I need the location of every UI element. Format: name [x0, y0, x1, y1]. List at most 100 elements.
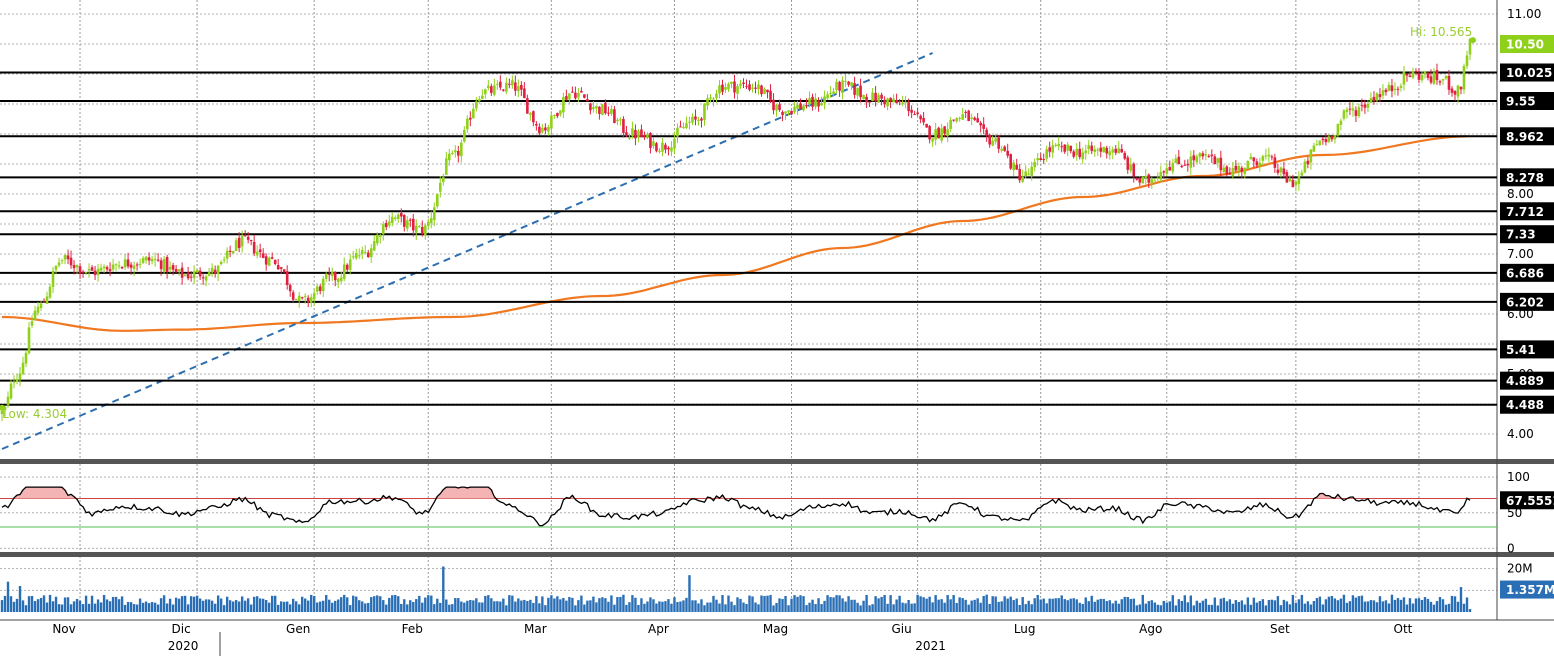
month-label-9: Ago — [1139, 622, 1162, 636]
candle-body-110 — [330, 271, 334, 277]
volume-bar-446 — [1339, 598, 1343, 612]
volume-bar-257 — [772, 605, 775, 612]
candle-body-336 — [1009, 154, 1012, 169]
candle-body-289 — [868, 101, 871, 103]
price-tick-0: 11.00 — [1507, 7, 1541, 21]
candle-body-37 — [111, 264, 115, 270]
candle-body-467 — [1402, 71, 1406, 85]
volume-bar-342 — [1027, 600, 1030, 612]
rsi-line — [1, 486, 1471, 527]
candle-body-54 — [162, 258, 166, 272]
volume-bar-453 — [1360, 595, 1364, 612]
candle-body-294 — [883, 99, 886, 105]
volume-bar-293 — [880, 596, 883, 612]
candle-body-149 — [448, 153, 451, 161]
candle-body-313 — [940, 128, 943, 141]
candle-body-268 — [805, 104, 808, 107]
volume-bar-156 — [469, 599, 472, 612]
candle-body-107 — [321, 278, 325, 292]
candle-body-221 — [664, 144, 667, 150]
candle-body-298 — [895, 100, 898, 104]
candle-body-159 — [478, 99, 481, 102]
volume-bar-3 — [9, 596, 13, 612]
candle-body-366 — [1099, 147, 1103, 152]
volume-bar-471 — [1414, 598, 1418, 612]
volume-bar-222 — [667, 599, 670, 612]
volume-bar-227 — [682, 600, 685, 612]
candle-body-422 — [1267, 154, 1271, 157]
candle-body-98 — [294, 299, 298, 301]
volume-bar-103 — [310, 594, 313, 612]
volume-bar-322 — [967, 604, 970, 612]
volume-bar-315 — [946, 595, 949, 612]
candle-body-257 — [772, 99, 775, 111]
volume-bar-214 — [643, 603, 646, 612]
candle-body-283 — [850, 82, 853, 87]
volume-bar-321 — [964, 599, 967, 612]
level-label-10-text: 4.488 — [1506, 398, 1544, 412]
candle-body-75 — [225, 250, 229, 259]
candle-body-97 — [291, 292, 295, 300]
volume-bar-383 — [1150, 600, 1153, 612]
volume-bar-440 — [1321, 604, 1325, 612]
candle-body-279 — [838, 81, 841, 91]
volume-bar-12 — [36, 599, 40, 612]
volume-bar-408 — [1225, 601, 1229, 612]
candle-body-225 — [676, 127, 679, 137]
volume-bar-195 — [586, 600, 589, 612]
candle-body-248 — [745, 86, 748, 88]
volume-bar-113 — [340, 597, 343, 612]
candle-body-218 — [655, 143, 658, 152]
volume-bar-420 — [1261, 599, 1265, 612]
candle-body-222 — [667, 147, 670, 150]
volume-bar-93 — [279, 601, 283, 612]
candle-body-142 — [426, 221, 430, 226]
candle-body-41 — [123, 259, 127, 268]
candle-body-21 — [63, 254, 67, 260]
candle-body-176 — [529, 112, 532, 115]
candle-body-190 — [571, 91, 574, 93]
candle-body-250 — [751, 87, 754, 89]
candle-body-121 — [363, 252, 367, 254]
volume-bar-54 — [162, 595, 166, 612]
volume-bar-445 — [1336, 600, 1340, 612]
volume-bar-193 — [580, 595, 583, 612]
volume-bar-359 — [1078, 602, 1081, 612]
volume-bar-79 — [237, 601, 241, 612]
candle-body-28 — [84, 272, 88, 274]
candle-body-405 — [1216, 158, 1220, 163]
volume-bar-61 — [183, 595, 187, 612]
volume-bar-313 — [940, 599, 943, 612]
volume-bar-253 — [760, 595, 763, 612]
candle-body-87 — [261, 253, 265, 258]
volume-bar-211 — [634, 597, 637, 612]
month-label-2: Gen — [286, 622, 310, 636]
candle-body-252 — [757, 84, 760, 90]
volume-bar-112 — [337, 599, 340, 612]
volume-bar-231 — [694, 600, 697, 612]
candle-body-438 — [1315, 144, 1319, 146]
candle-body-388 — [1165, 168, 1169, 174]
candle-body-273 — [820, 103, 823, 106]
volume-bar-395 — [1186, 602, 1190, 612]
volume-bar-466 — [1399, 599, 1403, 612]
candle-body-228 — [685, 123, 688, 128]
volume-bar-198 — [595, 602, 598, 612]
candle-body-471 — [1414, 70, 1418, 72]
rsi-tick-2: 0 — [1507, 541, 1515, 555]
candle-body-187 — [562, 97, 565, 113]
volume-bar-416 — [1249, 604, 1253, 612]
candle-body-243 — [730, 81, 733, 84]
candle-body-361 — [1084, 150, 1088, 154]
volume-bar-178 — [535, 596, 538, 612]
candle-body-307 — [922, 117, 925, 123]
level-label-7-text: 6.202 — [1506, 295, 1544, 309]
candle-body-160 — [481, 95, 484, 99]
candle-body-334 — [1003, 146, 1006, 151]
volume-bar-442 — [1327, 596, 1331, 612]
candle-body-177 — [532, 111, 535, 123]
volume-bar-320 — [961, 598, 964, 612]
volume-bar-5 — [15, 598, 19, 612]
candle-body-39 — [117, 265, 121, 267]
